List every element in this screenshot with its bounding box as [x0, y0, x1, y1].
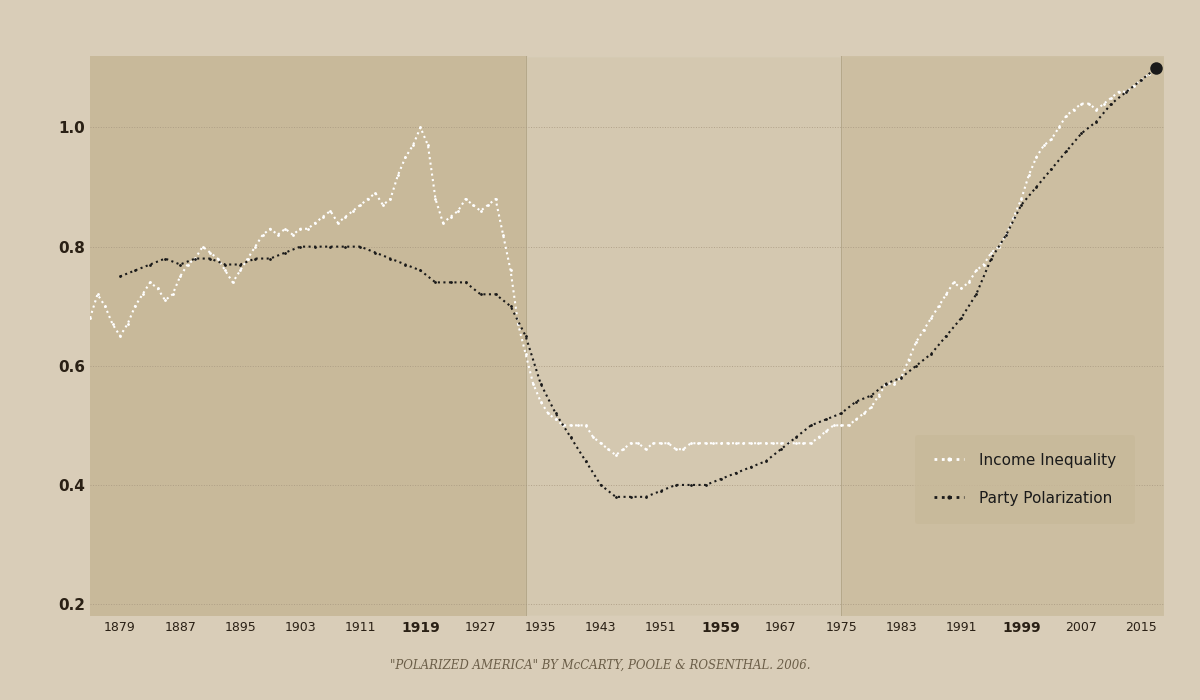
Bar — [526, 56, 841, 616]
Text: "POLARIZED AMERICA" BY McCARTY, POOLE & ROSENTHAL. 2006.: "POLARIZED AMERICA" BY McCARTY, POOLE & … — [390, 659, 810, 672]
Bar — [841, 56, 1164, 616]
Legend: Income Inequality, Party Polarization: Income Inequality, Party Polarization — [916, 435, 1135, 524]
